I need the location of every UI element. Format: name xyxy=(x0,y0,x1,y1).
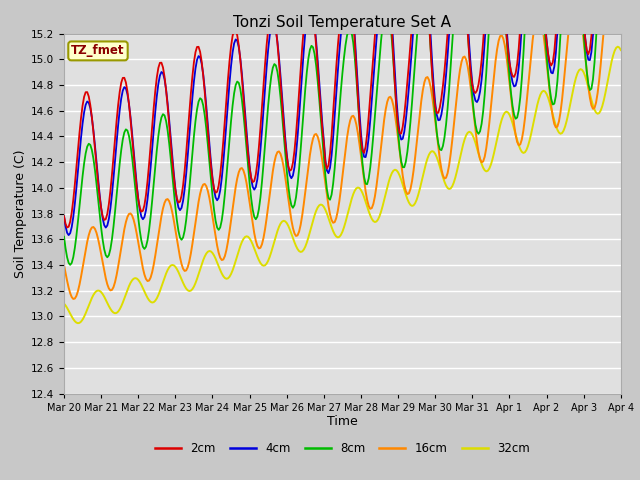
32cm xyxy=(550,118,558,123)
4cm xyxy=(617,0,625,5)
32cm xyxy=(397,177,405,182)
16cm xyxy=(617,17,625,23)
4cm xyxy=(65,232,72,238)
Line: 2cm: 2cm xyxy=(64,0,621,228)
8cm xyxy=(397,158,405,164)
32cm xyxy=(74,320,82,326)
16cm xyxy=(60,262,68,268)
2cm xyxy=(550,49,558,55)
X-axis label: Time: Time xyxy=(327,415,358,429)
4cm xyxy=(165,117,173,123)
32cm xyxy=(379,203,387,209)
Line: 8cm: 8cm xyxy=(64,0,621,265)
16cm xyxy=(69,296,77,302)
16cm xyxy=(397,162,405,168)
4cm xyxy=(60,213,68,219)
Line: 4cm: 4cm xyxy=(64,0,621,235)
Title: Tonzi Soil Temperature Set A: Tonzi Soil Temperature Set A xyxy=(234,15,451,30)
Text: TZ_fmet: TZ_fmet xyxy=(71,44,125,58)
4cm xyxy=(410,23,417,29)
4cm xyxy=(550,64,558,70)
2cm xyxy=(60,213,68,219)
Legend: 2cm, 4cm, 8cm, 16cm, 32cm: 2cm, 4cm, 8cm, 16cm, 32cm xyxy=(150,437,535,460)
16cm xyxy=(77,274,85,280)
32cm xyxy=(60,301,68,307)
8cm xyxy=(379,23,387,28)
8cm xyxy=(410,80,417,85)
16cm xyxy=(550,121,558,127)
2cm xyxy=(617,5,625,11)
Line: 16cm: 16cm xyxy=(64,0,621,299)
8cm xyxy=(60,234,68,240)
Y-axis label: Soil Temperature (C): Soil Temperature (C) xyxy=(14,149,27,278)
16cm xyxy=(379,129,387,135)
32cm xyxy=(165,264,173,270)
8cm xyxy=(77,188,85,194)
2cm xyxy=(410,1,417,7)
2cm xyxy=(63,225,71,230)
2cm xyxy=(397,131,405,136)
8cm xyxy=(550,101,558,107)
32cm xyxy=(77,319,85,324)
8cm xyxy=(67,262,74,268)
32cm xyxy=(617,47,625,53)
32cm xyxy=(614,44,621,49)
32cm xyxy=(410,203,417,208)
4cm xyxy=(77,135,85,141)
16cm xyxy=(165,198,173,204)
8cm xyxy=(165,140,173,146)
16cm xyxy=(410,168,417,173)
4cm xyxy=(397,137,405,143)
Line: 32cm: 32cm xyxy=(64,47,621,323)
2cm xyxy=(77,115,85,121)
2cm xyxy=(165,121,173,127)
8cm xyxy=(617,11,625,17)
